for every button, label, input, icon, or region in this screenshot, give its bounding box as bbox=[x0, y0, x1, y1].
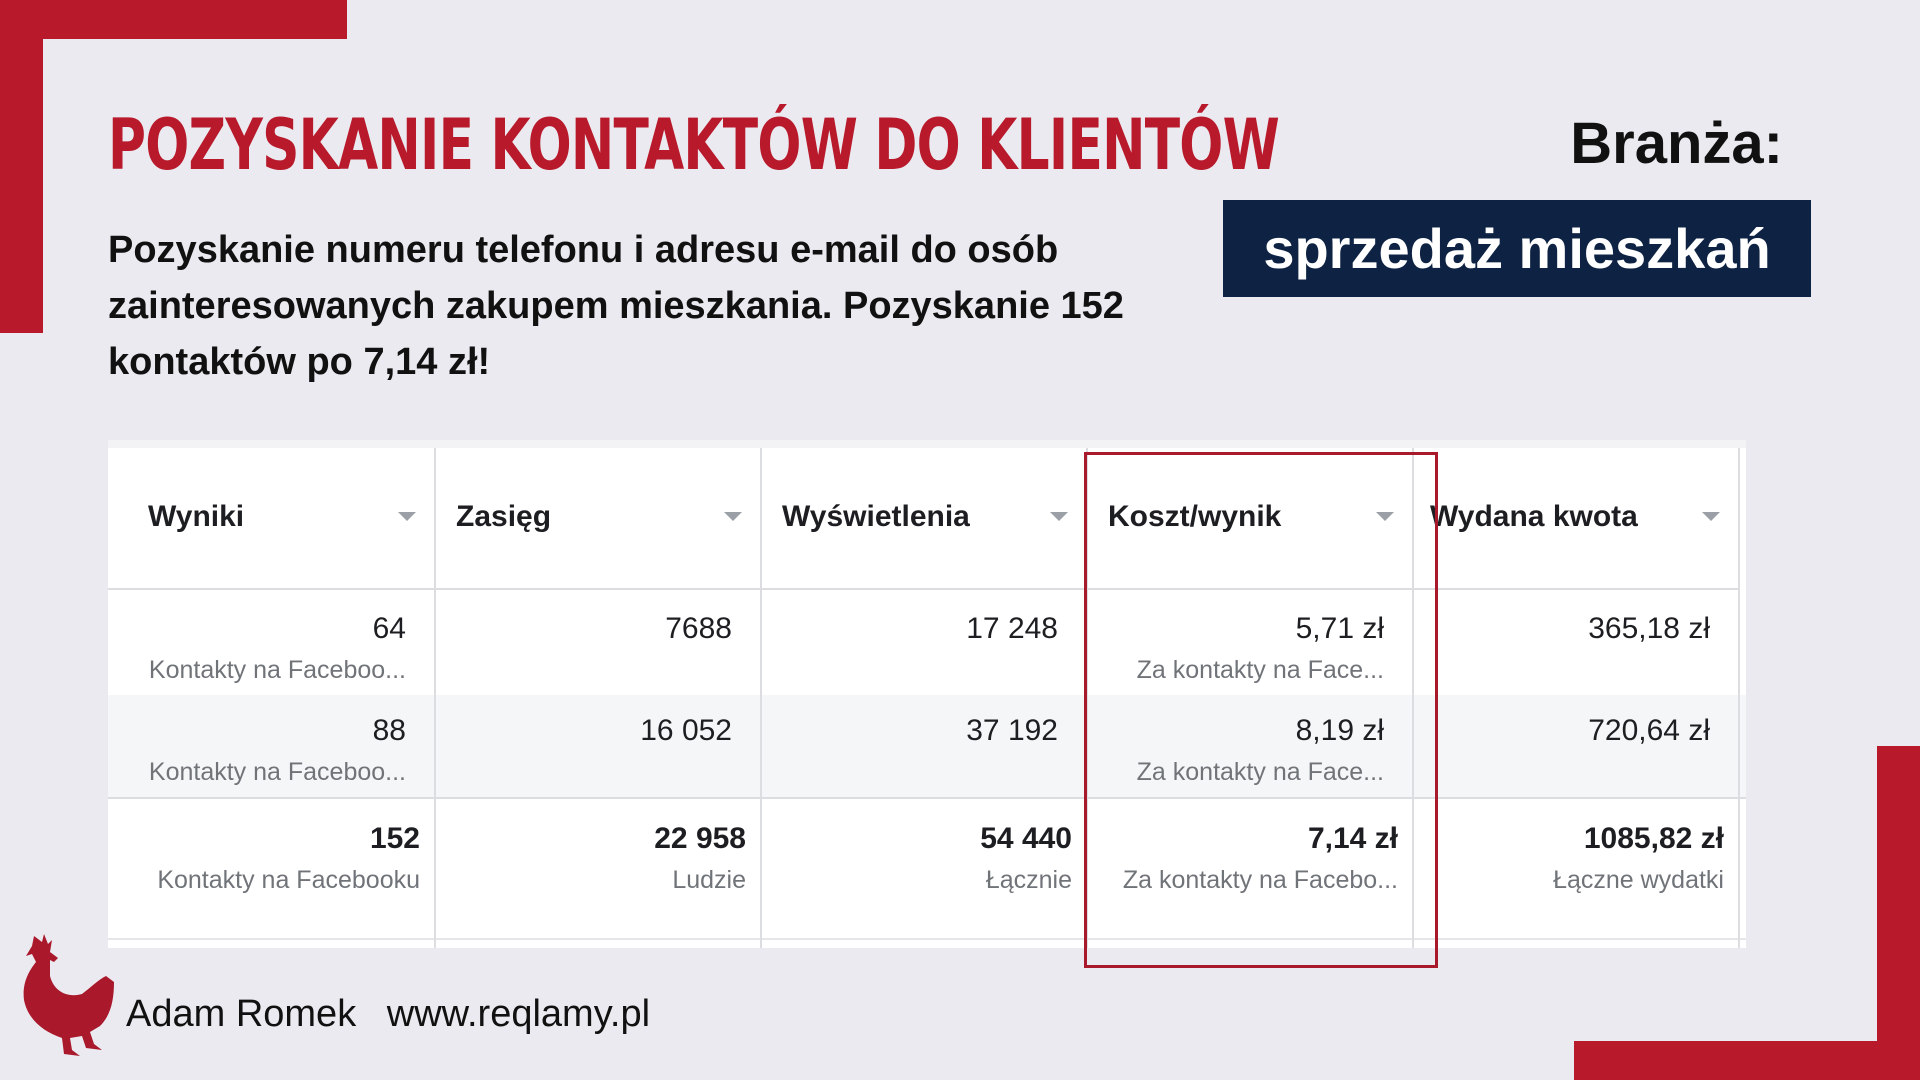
corner-bar-bottom bbox=[1574, 1041, 1920, 1080]
cell-value: 88 bbox=[372, 714, 406, 747]
total-value: 54 440 bbox=[980, 822, 1072, 855]
sort-triangle-icon[interactable] bbox=[1050, 512, 1068, 521]
totals-separator bbox=[108, 797, 1746, 799]
table-top-strip bbox=[108, 440, 1746, 448]
table-bottom-line bbox=[108, 938, 1746, 940]
corner-bar-left bbox=[0, 0, 43, 333]
total-value: 1085,82 zł bbox=[1583, 822, 1724, 855]
cell-subtext: Za kontakty na Face... bbox=[1136, 758, 1384, 786]
industry-badge: sprzedaż mieszkań bbox=[1223, 200, 1811, 297]
rooster-logo-icon bbox=[23, 934, 115, 1056]
corner-bar-right bbox=[1877, 746, 1920, 1080]
total-value: 22 958 bbox=[654, 822, 746, 855]
total-subtext: Kontakty na Facebooku bbox=[157, 866, 420, 894]
total-value: 7,14 zł bbox=[1307, 822, 1398, 855]
cell-subtext: Kontakty na Faceboo... bbox=[148, 656, 406, 684]
sort-triangle-icon[interactable] bbox=[398, 512, 416, 521]
cell-value: 16 052 bbox=[640, 714, 732, 747]
industry-label: Branża: bbox=[1570, 111, 1783, 176]
cell-value: 64 bbox=[372, 612, 406, 645]
header-label: Koszt/wynik bbox=[1108, 500, 1282, 533]
corner-bar-top bbox=[0, 0, 347, 39]
cell-value: 17 248 bbox=[966, 612, 1058, 645]
header-wyswietlenia[interactable]: Wyświetlenia bbox=[760, 448, 1086, 590]
column-wydana-kwota: Wydana kwota 365,18 zł 720,64 zł 1085,82… bbox=[1412, 448, 1740, 948]
header-wydana-kwota[interactable]: Wydana kwota bbox=[1412, 448, 1738, 590]
cell-value: 8,19 zł bbox=[1295, 714, 1384, 747]
footer-website[interactable]: www.reqlamy.pl bbox=[386, 993, 651, 1035]
header-label: Wyświetlenia bbox=[782, 500, 970, 533]
header-zasieg[interactable]: Zasięg bbox=[434, 448, 760, 590]
cell-value: 720,64 zł bbox=[1588, 714, 1710, 747]
cell-subtext: Kontakty na Faceboo... bbox=[148, 758, 406, 786]
header-label: Wydana kwota bbox=[1430, 500, 1638, 533]
total-value: 152 bbox=[369, 822, 420, 855]
page-title: Pozyskanie kontaktów do klientów bbox=[108, 104, 1280, 186]
koszt-highlight-box bbox=[1084, 452, 1438, 968]
column-koszt-wynik: Koszt/wynik 5,71 zł Za kontakty na Face.… bbox=[1086, 448, 1414, 948]
industry-value: sprzedaż mieszkań bbox=[1263, 217, 1771, 280]
footer-author: Adam Romek bbox=[126, 993, 357, 1035]
header-koszt-wynik[interactable]: Koszt/wynik bbox=[1086, 448, 1412, 590]
results-table: Wyniki 64 Kontakty na Faceboo... 88 Kont… bbox=[108, 440, 1746, 948]
total-subtext: Łączne wydatki bbox=[1553, 866, 1724, 894]
total-subtext: Łącznie bbox=[985, 866, 1072, 894]
footer: Adam Romek www.reqlamy.pl bbox=[126, 993, 670, 1036]
header-label: Wyniki bbox=[148, 500, 245, 533]
header-wyniki[interactable]: Wyniki bbox=[108, 448, 434, 590]
sort-triangle-icon[interactable] bbox=[1702, 512, 1720, 521]
page-subtitle: Pozyskanie numeru telefonu i adresu e-ma… bbox=[108, 229, 1124, 383]
column-wyswietlenia: Wyświetlenia 17 248 37 192 54 440 Łączni… bbox=[760, 448, 1088, 948]
cell-value: 365,18 zł bbox=[1588, 612, 1710, 645]
column-wyniki: Wyniki 64 Kontakty na Faceboo... 88 Kont… bbox=[108, 448, 436, 948]
sort-triangle-icon[interactable] bbox=[724, 512, 742, 521]
cell-subtext: Za kontakty na Face... bbox=[1136, 656, 1384, 684]
sort-triangle-icon[interactable] bbox=[1376, 512, 1394, 521]
cell-value: 37 192 bbox=[966, 714, 1058, 747]
column-zasieg: Zasięg 7688 16 052 22 958 Ludzie bbox=[434, 448, 762, 948]
cell-value: 7688 bbox=[665, 612, 732, 645]
cell-value: 5,71 zł bbox=[1295, 612, 1384, 645]
table-row-2-background bbox=[108, 695, 1746, 797]
total-subtext: Ludzie bbox=[672, 866, 746, 894]
header-label: Zasięg bbox=[456, 500, 552, 533]
total-subtext: Za kontakty na Facebo... bbox=[1122, 866, 1398, 894]
